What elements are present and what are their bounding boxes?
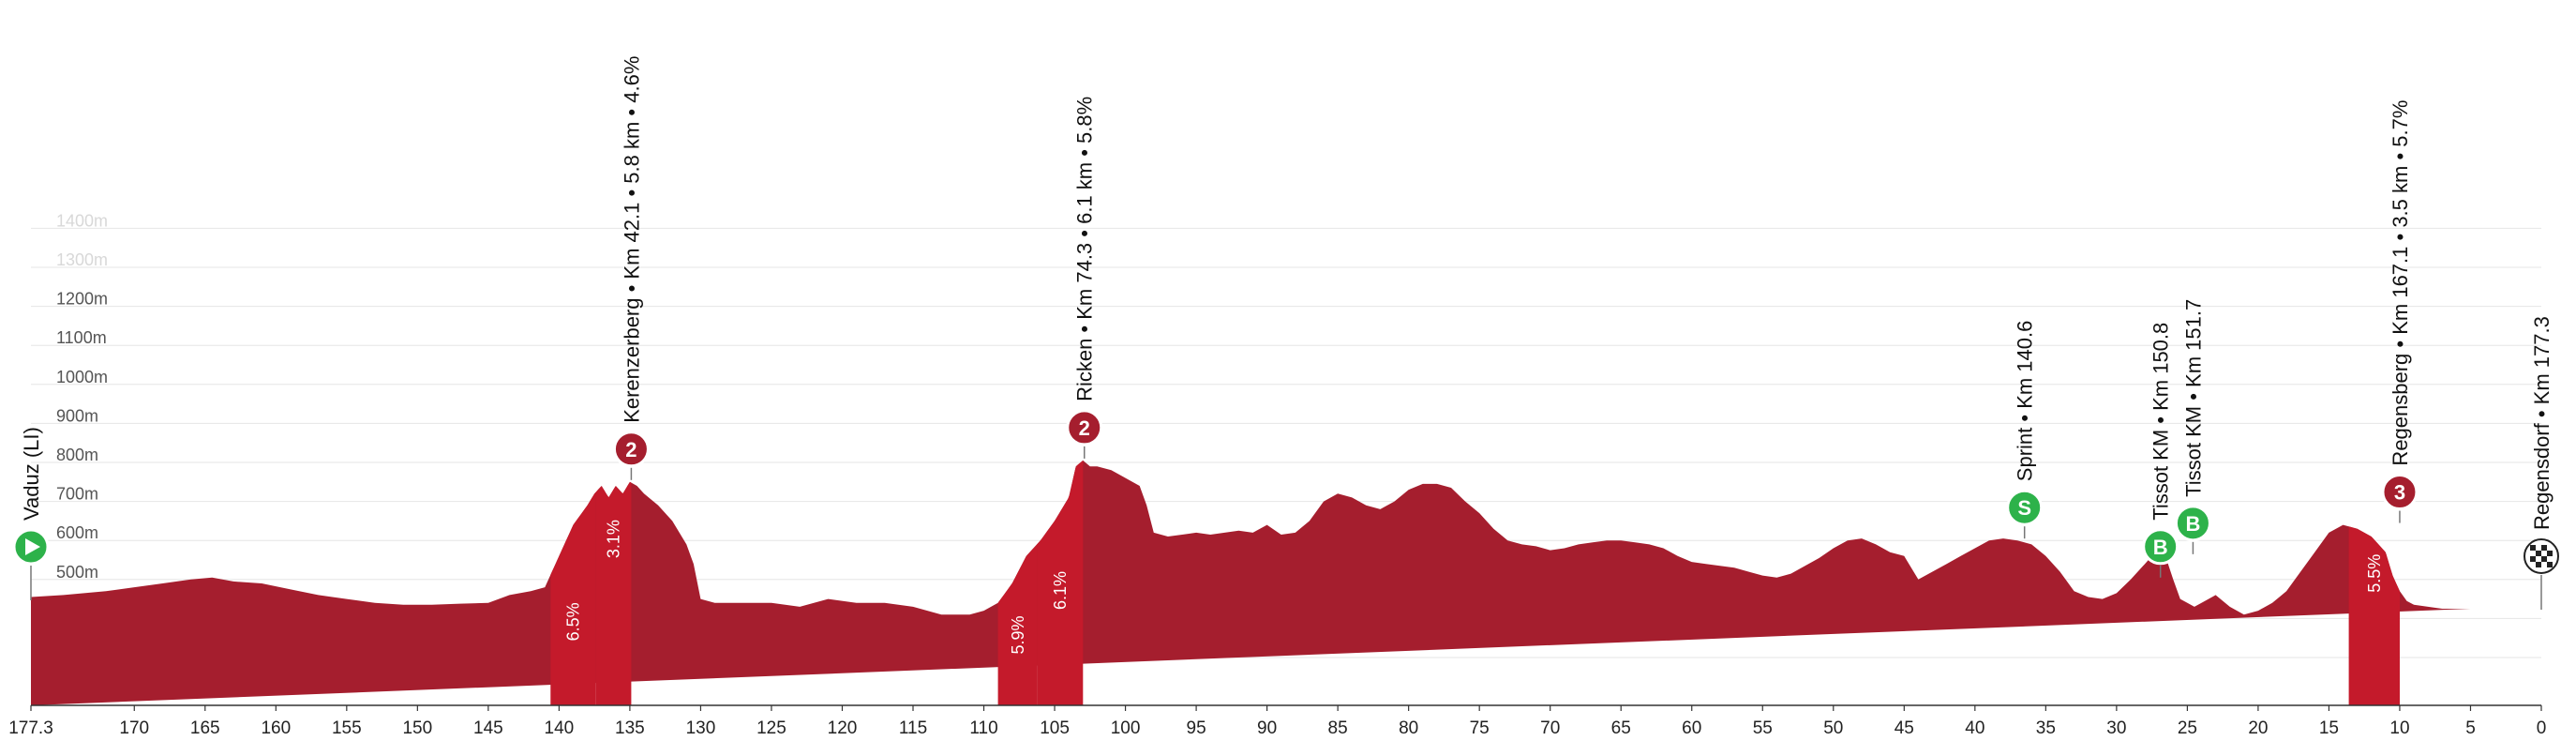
elevation-area [31,460,2471,705]
badge-circle [2174,505,2211,542]
badge-text: B [2185,512,2200,536]
badge-circle [2142,528,2179,566]
checker-square [2530,556,2536,562]
badge-circle [1066,409,1103,446]
y-tick-label: 800m [56,446,98,464]
x-tick-label: 50 [1823,718,1843,738]
checker-square [2536,551,2541,556]
y-tick-label: 1300m [56,250,108,269]
kom-badge: 2 [1066,409,1103,446]
x-tick-label: 5 [2465,718,2476,738]
y-tick-label: 700m [56,485,98,504]
badge-text: 2 [1079,416,1090,440]
climb-section [997,543,1038,705]
play-triangle [25,538,40,555]
checker-square [2536,562,2541,567]
checker-square [2530,545,2536,551]
x-tick-label: 65 [1611,718,1631,738]
x-tick-label: 60 [1682,718,1701,738]
y-tick-label: 1400m [56,211,108,230]
x-tick-label: 120 [828,718,858,738]
start-marker [12,528,50,566]
climb-section [595,481,632,705]
checker-square [2547,551,2553,556]
climb-section [2348,526,2400,705]
badge-circle [612,431,650,468]
x-axis: 177.3 170 165 160 155 150 145 140 135 130 125 120 11… [8,704,2547,738]
x-tick-label: 160 [261,718,291,738]
x-tick-label: 80 [1399,718,1418,738]
climb-section [550,491,596,705]
x-tick-label: 75 [1470,718,1490,738]
elevation-profile-area [31,460,2471,705]
y-tick-label: 900m [56,406,98,425]
x-tick-label: 15 [2319,718,2339,738]
gradient-label: 6.1% [1051,571,1070,610]
waypoint-label: Tissot KM • Km 150.8 [2149,323,2173,521]
x-tick-label: 90 [1257,718,1277,738]
x-tick-label: 145 [473,718,503,738]
badge-circle [2006,489,2044,526]
x-tick-label: 0 [2537,718,2547,738]
badge-circle [2381,474,2419,511]
x-tick-label: 10 [2389,718,2409,738]
waypoint-label: Vaduz (LI) [20,427,43,521]
y-tick-label: 1200m [56,290,108,309]
x-tick-label: 55 [1753,718,1773,738]
kom-badge: 2 [612,431,650,468]
x-tick-label: 130 [686,718,716,738]
climb-section [1037,460,1084,705]
x-tick-label: 110 [969,718,997,738]
x-tick-label: 177.3 [8,718,53,738]
climb-sections: 6.5% 3.1% 5.9% 6.1% 5.5% [550,460,2400,705]
route-markers: Vaduz (LI) 2 Kerenzerberg • Km 42.1 • 5.8 … [12,56,2559,610]
x-tick-label: 105 [1040,718,1070,738]
x-tick-label: 25 [2178,718,2197,738]
x-tick-label: 165 [190,718,220,738]
x-tick-label: 40 [1965,718,1984,738]
x-tick-label: 95 [1187,718,1206,738]
gradient-label: 5.5% [2365,554,2384,593]
y-tick-label: 1100m [56,328,107,347]
waypoint-label: Kerenzerberg • Km 42.1 • 5.8 km • 4.6% [620,56,643,423]
finish-marker [2524,538,2559,574]
x-tick-label: 155 [332,718,362,738]
x-tick-label: 20 [2248,718,2268,738]
waypoint-label: Regensdorf • Km 177.3 [2530,316,2554,530]
x-tick-label: 135 [615,718,645,738]
y-tick-label: 1000m [56,368,108,386]
waypoint-label: Tissot KM • Km 151.7 [2181,299,2205,497]
waypoint-label: Sprint • Km 140.6 [2014,321,2037,482]
checker-square [2541,545,2547,551]
badge-text: B [2153,536,2168,559]
gradient-label: 6.5% [563,602,582,641]
x-tick-label: 140 [545,718,575,738]
badge-text: S [2017,496,2031,520]
kom-badge: 3 [2381,474,2419,511]
y-tick-label: 600m [56,523,98,542]
x-tick-label: 85 [1328,718,1348,738]
bonus-badge: B [2142,528,2179,566]
x-tick-label: 170 [119,718,149,738]
waypoint-label: Regensberg • Km 167.1 • 3.5 km • 5.7% [2389,100,2412,466]
x-tick-label: 30 [2106,718,2126,738]
x-tick-label: 150 [402,718,432,738]
badge-text: 2 [625,438,637,461]
x-tick-label: 45 [1895,718,1914,738]
checker-square [2547,562,2553,567]
checker-square [2541,556,2547,562]
badge-text: 3 [2394,481,2405,505]
x-tick-label: 70 [1540,718,1560,738]
x-tick-label: 100 [1111,718,1141,738]
sprint-badge: S [2006,489,2044,526]
y-tick-label: 500m [56,563,98,582]
bonus-badge: B [2174,505,2211,542]
gradient-label: 5.9% [1009,615,1027,654]
gradient-label: 3.1% [605,520,623,558]
x-tick-label: 35 [2036,718,2056,738]
x-tick-label: 115 [899,718,927,738]
waypoint-label: Ricken • Km 74.3 • 6.1 km • 5.8% [1073,97,1097,401]
x-tick-label: 125 [756,718,786,738]
